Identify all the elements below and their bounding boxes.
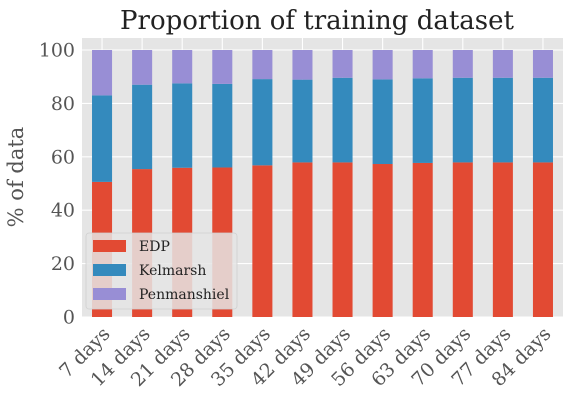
bar-segment-kelmarsh xyxy=(412,78,433,163)
y-tick-label: 0 xyxy=(63,307,75,329)
bar-segment-edp xyxy=(532,162,553,317)
y-axis-label: % of data xyxy=(4,127,28,228)
legend-swatch-edp xyxy=(93,240,126,252)
legend-label-edp: EDP xyxy=(139,239,170,255)
legend-label-penmanshiel: Penmanshiel xyxy=(139,287,230,303)
bar-segment-penmanshiel xyxy=(292,50,313,80)
y-tick-label: 20 xyxy=(51,253,75,275)
bar-segment-edp xyxy=(252,165,273,317)
bar-segment-kelmarsh xyxy=(132,84,153,170)
bar-segment-kelmarsh xyxy=(372,79,393,165)
bars xyxy=(92,50,553,317)
bar-segment-kelmarsh xyxy=(452,77,473,163)
chart-title: Proportion of training dataset xyxy=(120,6,515,36)
bar-segment-penmanshiel xyxy=(452,50,473,78)
legend-swatch-kelmarsh xyxy=(93,264,126,276)
bar-segment-kelmarsh xyxy=(332,77,353,163)
bar-segment-edp xyxy=(492,162,513,317)
bar-segment-penmanshiel xyxy=(172,50,193,84)
bar-segment-kelmarsh xyxy=(532,77,553,163)
legend-swatch-penmanshiel xyxy=(93,288,126,300)
y-tick-labels: 0 20 40 60 80 100 xyxy=(39,40,75,329)
bar-segment-kelmarsh xyxy=(92,95,113,182)
y-tick-label: 80 xyxy=(51,93,75,115)
bar-segment-kelmarsh xyxy=(172,83,193,168)
bar-segment-edp xyxy=(372,164,393,317)
bar-segment-penmanshiel xyxy=(372,50,393,80)
legend-label-kelmarsh: Kelmarsh xyxy=(139,263,206,279)
bar-segment-kelmarsh xyxy=(252,79,273,166)
bar-segment-kelmarsh xyxy=(492,77,513,163)
bar-segment-penmanshiel xyxy=(532,50,553,78)
bar-segment-edp xyxy=(452,162,473,317)
bar-segment-kelmarsh xyxy=(212,83,233,168)
legend: EDP Kelmarsh Penmanshiel xyxy=(85,232,238,310)
bar-segment-edp xyxy=(412,162,433,317)
bar-segment-penmanshiel xyxy=(92,50,113,96)
y-tick-label: 40 xyxy=(51,200,75,222)
bar-segment-penmanshiel xyxy=(132,50,153,85)
bar-segment-penmanshiel xyxy=(412,50,433,79)
y-tick-label: 60 xyxy=(51,146,75,168)
bar-segment-penmanshiel xyxy=(492,50,513,78)
y-tick-label: 100 xyxy=(39,40,75,62)
bar-segment-penmanshiel xyxy=(252,50,273,80)
bar-segment-kelmarsh xyxy=(292,79,313,163)
bar-segment-edp xyxy=(292,162,313,317)
bar-segment-penmanshiel xyxy=(332,50,353,78)
bar-segment-edp xyxy=(332,162,353,317)
bar-segment-penmanshiel xyxy=(212,50,233,84)
